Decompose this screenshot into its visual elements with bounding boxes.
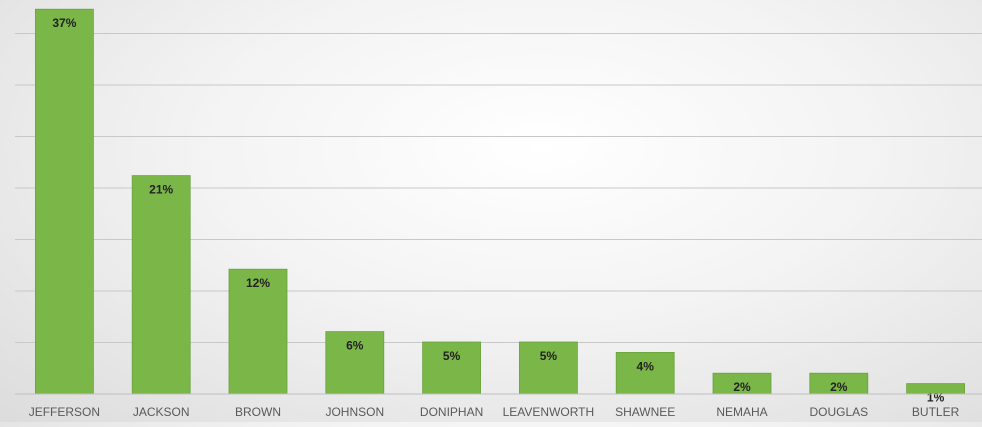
category-label-nemaha: NEMAHA bbox=[716, 405, 767, 419]
bar-leavenworth bbox=[519, 341, 578, 395]
data-label-butler: 1% bbox=[927, 391, 945, 405]
bar-doniphan bbox=[422, 341, 482, 395]
bar-shawnee bbox=[615, 351, 675, 395]
bar-jefferson bbox=[35, 8, 94, 395]
data-labels: 37% 21% 12% 6% 5% 5% 4% 2% 2% 1% bbox=[52, 16, 944, 404]
data-label-leavenworth: 5% bbox=[540, 349, 558, 363]
data-label-brown: 12% bbox=[246, 276, 270, 290]
data-label-jackson: 21% bbox=[149, 183, 173, 197]
category-label-leavenworth: LEAVENWORTH bbox=[503, 405, 595, 419]
category-label-jefferson: JEFFERSON bbox=[29, 405, 100, 419]
data-label-douglas: 2% bbox=[830, 380, 848, 394]
category-label-butler: BUTLER bbox=[912, 405, 960, 419]
category-label-shawnee: SHAWNEE bbox=[615, 405, 675, 419]
bar-johnson bbox=[325, 331, 385, 395]
category-label-doniphan: DONIPHAN bbox=[420, 405, 483, 419]
category-label-jackson: JACKSON bbox=[133, 405, 190, 419]
data-label-johnson: 6% bbox=[346, 339, 364, 353]
bars bbox=[35, 8, 965, 395]
category-label-brown: BROWN bbox=[235, 405, 281, 419]
category-label-douglas: DOUGLAS bbox=[809, 405, 868, 419]
bar-jackson bbox=[131, 175, 191, 395]
data-label-shawnee: 4% bbox=[637, 359, 655, 373]
data-label-nemaha: 2% bbox=[733, 380, 751, 394]
data-label-jefferson: 37% bbox=[52, 16, 76, 30]
category-axis: JEFFERSON JACKSON BROWN JOHNSON DONIPHAN LEAV… bbox=[15, 393, 982, 419]
category-label-johnson: JOHNSON bbox=[325, 405, 384, 419]
data-label-doniphan: 5% bbox=[443, 349, 461, 363]
